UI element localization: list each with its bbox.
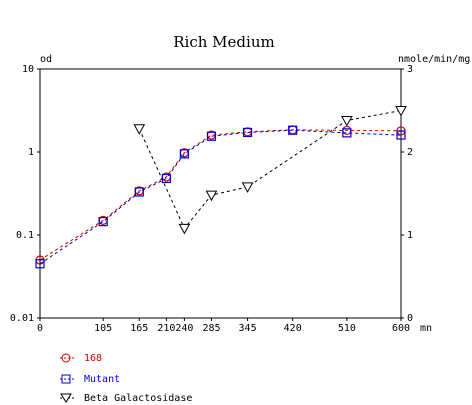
x-axis-label: mn bbox=[420, 323, 432, 334]
x-tick-label: 285 bbox=[202, 323, 220, 334]
right-axis-label: nmole/min/mg bbox=[398, 54, 470, 65]
legend-label-168: 168 bbox=[84, 353, 102, 364]
legend-label-beta-galactosidase: Beta Galactosidase bbox=[84, 393, 192, 404]
data-point-mutant bbox=[98, 217, 108, 227]
data-point-mutant bbox=[134, 187, 144, 197]
plot-frame bbox=[39, 68, 402, 319]
circle-marker-icon bbox=[61, 353, 71, 363]
legend-item-mutant: Mutant bbox=[60, 374, 120, 385]
x-tick-label: 600 bbox=[392, 323, 410, 334]
data-point-beta-galactosidase bbox=[241, 182, 254, 193]
data-point-beta-galactosidase bbox=[395, 106, 407, 117]
left-axis-label: od bbox=[40, 54, 52, 65]
data-point-beta-galactosidase bbox=[133, 124, 146, 135]
legend: 168 Mutant Beta Galactosidase bbox=[60, 353, 192, 404]
data-point-mutant bbox=[242, 127, 253, 138]
x-tick-label: 105 bbox=[94, 323, 112, 334]
right-tick-label: 1 bbox=[407, 230, 413, 241]
series-line-mutant bbox=[39, 129, 402, 265]
x-tick-label: 420 bbox=[284, 323, 302, 334]
series-layer bbox=[35, 106, 407, 269]
data-point-mutant bbox=[35, 259, 45, 269]
chart-title: Rich Medium bbox=[173, 33, 274, 51]
left-tick-label: 1 bbox=[28, 147, 34, 158]
x-axis: 0 105 165 210 240 285 345 420 510 600 bbox=[37, 318, 410, 334]
series-line-beta-galactosidase bbox=[138, 110, 402, 230]
data-point-mutant bbox=[288, 125, 298, 135]
data-point-beta-galactosidase bbox=[341, 115, 353, 127]
legend-item-168: 168 bbox=[60, 353, 102, 364]
legend-label-mutant: Mutant bbox=[84, 374, 120, 385]
data-point-mutant bbox=[342, 128, 352, 138]
data-point-beta-galactosidase bbox=[178, 223, 191, 235]
right-tick-label: 2 bbox=[407, 147, 413, 158]
data-point-beta-galactosidase bbox=[205, 190, 218, 202]
data-point-mutant bbox=[396, 130, 406, 140]
x-tick-label: 0 bbox=[37, 323, 43, 334]
data-point-mutant bbox=[161, 173, 171, 184]
square-marker-icon bbox=[61, 374, 71, 384]
series-line-168 bbox=[39, 129, 402, 261]
x-tick-label: 210 bbox=[157, 323, 175, 334]
data-point-mutant bbox=[179, 149, 189, 159]
left-axis: 10 1 0.1 0.01 bbox=[10, 64, 40, 324]
right-axis: 3 2 1 0 bbox=[401, 64, 413, 324]
x-tick-label: 165 bbox=[130, 323, 148, 334]
legend-item-beta-galactosidase: Beta Galactosidase bbox=[60, 393, 192, 404]
right-tick-label: 0 bbox=[407, 313, 413, 324]
left-tick-label: 0.01 bbox=[10, 313, 34, 324]
triangle-down-marker-icon bbox=[60, 393, 72, 403]
left-tick-label: 10 bbox=[22, 64, 34, 75]
right-tick-label: 3 bbox=[407, 64, 413, 75]
x-tick-label: 240 bbox=[175, 323, 193, 334]
data-point-mutant bbox=[206, 131, 217, 141]
left-tick-label: 0.1 bbox=[16, 230, 34, 241]
x-tick-label: 510 bbox=[338, 323, 356, 334]
x-tick-label: 345 bbox=[239, 323, 257, 334]
